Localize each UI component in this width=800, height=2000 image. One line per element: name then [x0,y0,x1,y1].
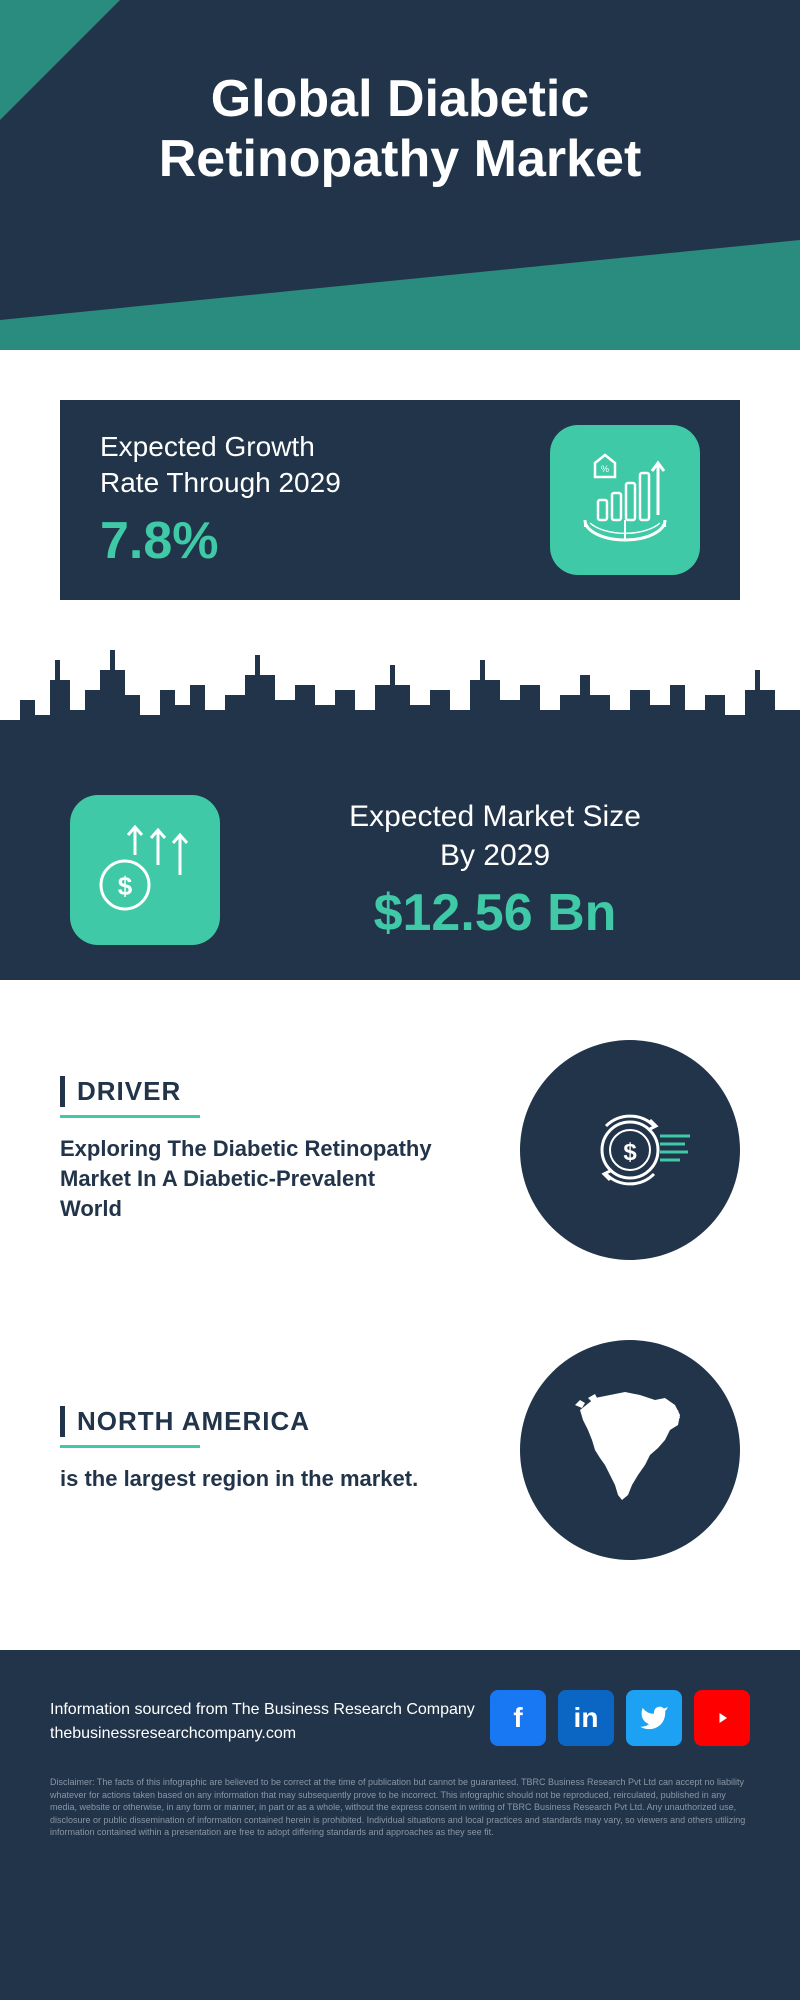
infographic-container: Global Diabetic Retinopathy Market Expec… [0,0,800,2000]
stat2-value: $12.56 Bn [260,883,730,943]
stat1-text: Expected Growth Rate Through 2029 7.8% [100,429,341,572]
section-driver: DRIVER Exploring The Diabetic Retinopath… [60,1040,740,1260]
driver-text: DRIVER Exploring The Diabetic Retinopath… [60,1076,440,1223]
source-line-2: thebusinessresearchcompany.com [50,1722,475,1746]
footer: Information sourced from The Business Re… [0,1650,800,2000]
linkedin-icon[interactable]: in [558,1690,614,1746]
city-skyline-silhouette [0,640,800,770]
region-rule [60,1445,200,1448]
twitter-icon[interactable] [626,1690,682,1746]
region-heading: NORTH AMERICA [60,1406,418,1437]
stat2-label: Expected Market Size By 2029 [260,797,730,875]
disclaimer-text: Disclaimer: The facts of this infographi… [50,1776,750,1839]
globe-bars-icon: % [570,445,680,555]
social-links: f in [490,1690,750,1746]
svg-text:$: $ [118,871,133,901]
stat1-value: 7.8% [100,511,341,571]
footer-source: Information sourced from The Business Re… [50,1698,475,1746]
source-line-1: Information sourced from The Business Re… [50,1698,475,1722]
section-region: NORTH AMERICA is the largest region in t… [60,1340,740,1560]
currency-exchange-icon: $ [520,1040,740,1260]
youtube-icon[interactable] [694,1690,750,1746]
dollar-arrows-icon: $ [70,795,220,945]
driver-body: Exploring The Diabetic Retinopathy Marke… [60,1134,440,1223]
stat-growth-rate: Expected Growth Rate Through 2029 7.8% % [60,400,740,600]
driver-rule [60,1115,200,1118]
footer-top-row: Information sourced from The Business Re… [50,1690,750,1746]
svg-text:$: $ [623,1139,637,1166]
stat-market-size: $ Expected Market Size By 2029 $12.56 Bn [0,760,800,980]
money-growth-icon: $ [90,815,200,925]
stat1-label: Expected Growth Rate Through 2029 [100,429,341,502]
region-body: is the largest region in the market. [60,1464,418,1494]
driver-heading: DRIVER [60,1076,440,1107]
facebook-icon[interactable]: f [490,1690,546,1746]
svg-text:%: % [601,464,609,474]
page-title: Global Diabetic Retinopathy Market [0,70,800,190]
region-text: NORTH AMERICA is the largest region in t… [60,1406,418,1494]
stat2-text: Expected Market Size By 2029 $12.56 Bn [260,797,730,943]
north-america-map-icon [520,1340,740,1560]
title-line-1: Global Diabetic [0,70,800,130]
growth-chart-icon: % [550,425,700,575]
title-line-2: Retinopathy Market [0,130,800,190]
